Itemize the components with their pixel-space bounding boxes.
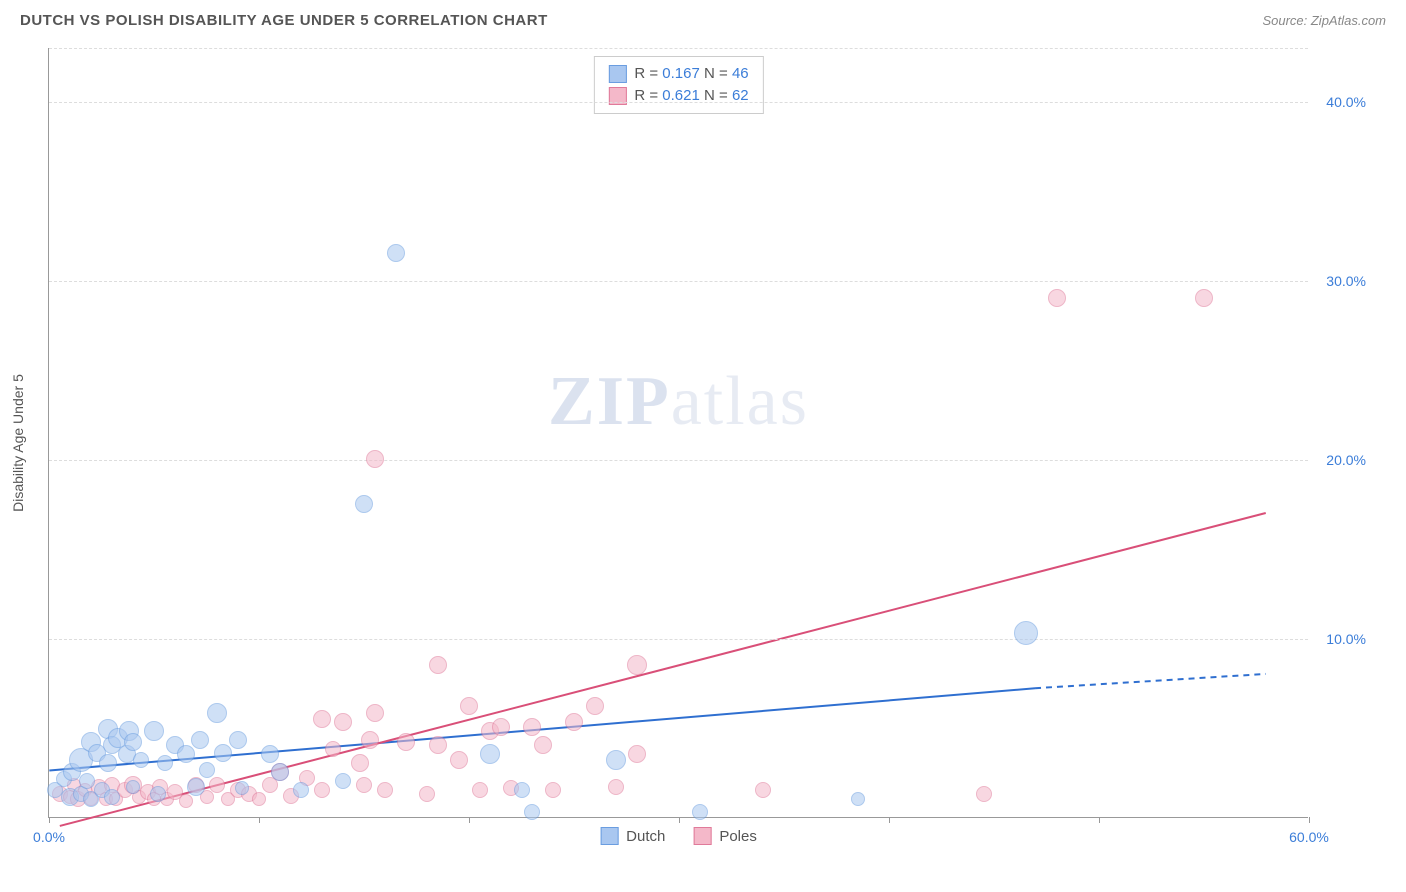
x-tick xyxy=(679,817,680,823)
legend-item-dutch: Dutch xyxy=(600,827,665,845)
gridline xyxy=(49,102,1308,103)
dutch-point xyxy=(293,782,309,798)
poles-point xyxy=(377,782,393,798)
dutch-point xyxy=(355,495,373,513)
dutch-point xyxy=(199,762,215,778)
x-tick-label: 60.0% xyxy=(1289,829,1329,845)
poles-point xyxy=(419,786,435,802)
dutch-point xyxy=(104,789,120,805)
dutch-point xyxy=(1014,621,1038,645)
poles-point xyxy=(397,733,415,751)
gridline xyxy=(49,48,1308,49)
x-tick xyxy=(889,817,890,823)
poles-point xyxy=(472,782,488,798)
poles-point xyxy=(628,745,646,763)
poles-point xyxy=(366,704,384,722)
poles-point xyxy=(313,710,331,728)
dutch-point xyxy=(99,754,117,772)
y-tick-label: 10.0% xyxy=(1326,631,1366,647)
legend-row-dutch: R = 0.167 N = 46 xyxy=(608,63,748,85)
poles-point xyxy=(523,718,541,736)
dutch-point xyxy=(514,782,530,798)
dutch-point xyxy=(79,773,95,789)
trend-line xyxy=(60,513,1266,826)
dutch-point xyxy=(235,781,249,795)
poles-point xyxy=(252,792,266,806)
poles-point xyxy=(1048,289,1066,307)
dutch-point xyxy=(229,731,247,749)
dutch-point xyxy=(851,792,865,806)
y-tick-label: 20.0% xyxy=(1326,452,1366,468)
poles-point xyxy=(325,741,341,757)
y-tick-label: 30.0% xyxy=(1326,273,1366,289)
poles-point xyxy=(334,713,352,731)
poles-point xyxy=(450,751,468,769)
dutch-point xyxy=(335,773,351,789)
poles-point xyxy=(361,731,379,749)
swatch-dutch xyxy=(600,827,618,845)
poles-point xyxy=(627,655,647,675)
poles-point xyxy=(492,718,510,736)
dutch-point xyxy=(133,752,149,768)
poles-point xyxy=(608,779,624,795)
gridline xyxy=(49,460,1308,461)
x-tick xyxy=(49,817,50,823)
gridline xyxy=(49,281,1308,282)
trend-line xyxy=(1035,674,1266,688)
gridline xyxy=(49,639,1308,640)
poles-point xyxy=(179,794,193,808)
dutch-point xyxy=(191,731,209,749)
dutch-point xyxy=(150,786,166,802)
plot-area: ZIPatlas R = 0.167 N = 46 R = 0.621 N = … xyxy=(48,48,1308,818)
poles-point xyxy=(356,777,372,793)
series-legend: Dutch Poles xyxy=(600,827,757,845)
y-tick-label: 40.0% xyxy=(1326,94,1366,110)
dutch-point xyxy=(144,721,164,741)
x-tick xyxy=(1309,817,1310,823)
dutch-point xyxy=(692,804,708,820)
dutch-point xyxy=(187,778,205,796)
swatch-dutch xyxy=(608,65,626,83)
poles-point xyxy=(976,786,992,802)
poles-point xyxy=(429,736,447,754)
dutch-point xyxy=(207,703,227,723)
chart-container: Disability Age Under 5 ZIPatlas R = 0.16… xyxy=(48,48,1368,838)
legend-row-poles: R = 0.621 N = 62 xyxy=(608,85,748,107)
x-tick-label: 0.0% xyxy=(33,829,65,845)
chart-title: DUTCH VS POLISH DISABILITY AGE UNDER 5 C… xyxy=(20,12,548,29)
poles-point xyxy=(755,782,771,798)
dutch-point xyxy=(480,744,500,764)
dutch-point xyxy=(177,745,195,763)
x-tick xyxy=(1099,817,1100,823)
poles-point xyxy=(545,782,561,798)
poles-point xyxy=(534,736,552,754)
poles-point xyxy=(366,450,384,468)
source-attribution: Source: ZipAtlas.com xyxy=(1262,13,1386,28)
poles-point xyxy=(1195,289,1213,307)
legend-item-poles: Poles xyxy=(693,827,757,845)
x-tick xyxy=(259,817,260,823)
dutch-point xyxy=(606,750,626,770)
swatch-poles xyxy=(693,827,711,845)
poles-point xyxy=(565,713,583,731)
poles-point xyxy=(209,777,225,793)
poles-point xyxy=(314,782,330,798)
poles-point xyxy=(351,754,369,772)
x-tick xyxy=(469,817,470,823)
dutch-point xyxy=(214,744,232,762)
dutch-point xyxy=(387,244,405,262)
y-axis-label: Disability Age Under 5 xyxy=(10,374,26,512)
poles-point xyxy=(586,697,604,715)
dutch-point xyxy=(261,745,279,763)
poles-point xyxy=(429,656,447,674)
dutch-point xyxy=(524,804,540,820)
dutch-point xyxy=(124,733,142,751)
poles-point xyxy=(460,697,478,715)
trend-lines-layer xyxy=(49,48,1308,817)
dutch-point xyxy=(157,755,173,771)
correlation-legend: R = 0.167 N = 46 R = 0.621 N = 62 xyxy=(593,56,763,114)
dutch-point xyxy=(126,780,140,794)
dutch-point xyxy=(271,763,289,781)
